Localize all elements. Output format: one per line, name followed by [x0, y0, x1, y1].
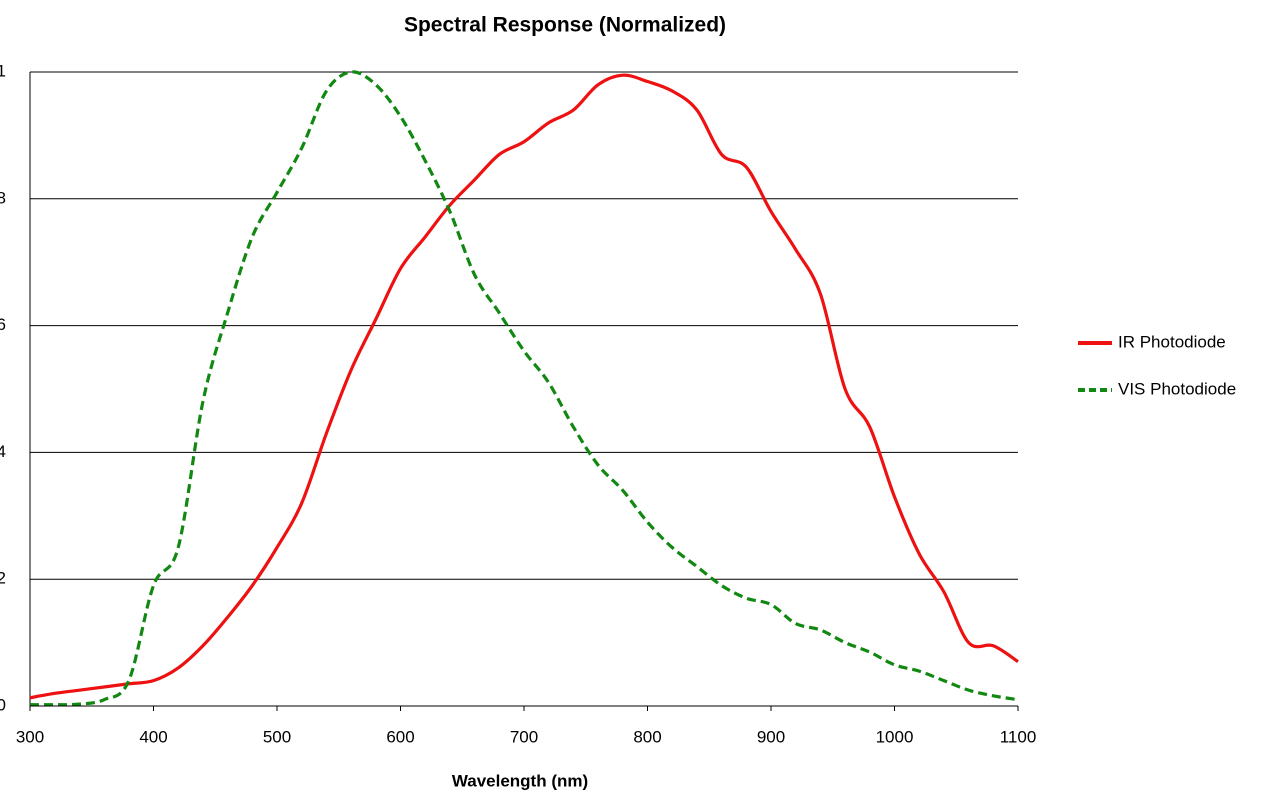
x-tick-label: 800: [633, 727, 661, 746]
series-line: [29, 73, 1019, 700]
legend-label: IR Photodiode: [1118, 332, 1226, 351]
y-tick-label: 1: [0, 61, 6, 80]
x-tick-label: 500: [263, 727, 291, 746]
x-axis-label: Wavelength (nm): [452, 771, 588, 790]
x-tick-label: 700: [510, 727, 538, 746]
y-tick-label: 0.4: [0, 442, 6, 461]
series-line: [29, 70, 1019, 707]
x-tick-label: 600: [386, 727, 414, 746]
y-tick-label: 0.8: [0, 188, 6, 207]
y-tick-label: 0.6: [0, 315, 6, 334]
x-tick-label: 1100: [1000, 727, 1037, 746]
y-tick-label: 0: [0, 695, 6, 714]
x-tick-label: 1000: [876, 727, 914, 746]
x-tick-label: 900: [757, 727, 785, 746]
legend-label: VIS Photodiode: [1118, 379, 1236, 398]
x-tick-label: 400: [139, 727, 167, 746]
x-tick-label: 300: [16, 727, 44, 746]
chart-title: Spectral Response (Normalized): [404, 14, 726, 37]
y-tick-label: 0.2: [0, 569, 6, 588]
